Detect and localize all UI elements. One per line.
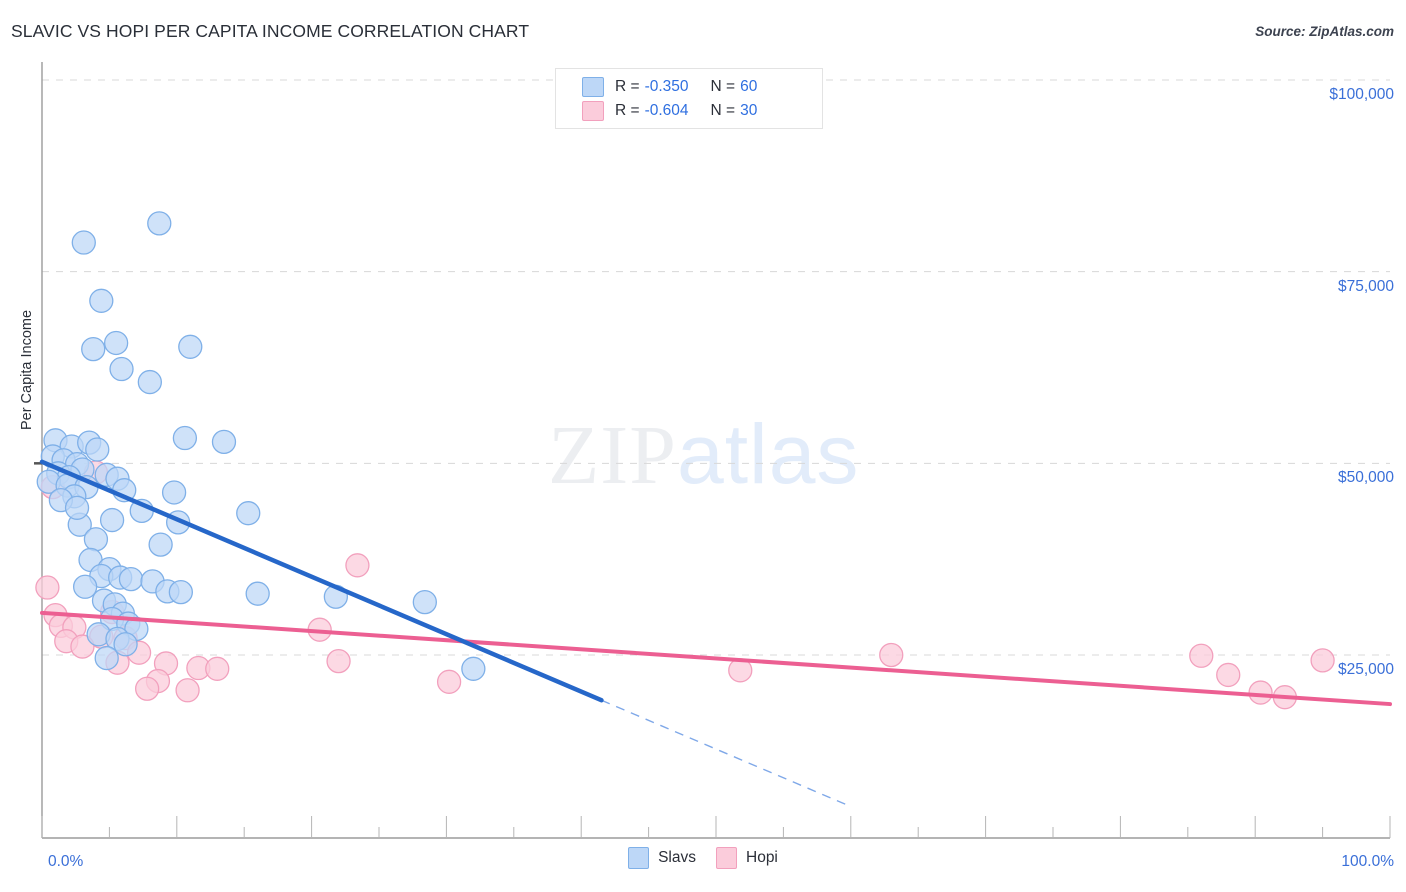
legend-r-value-slavs: -0.350 — [644, 78, 689, 95]
page-title: SLAVIC VS HOPI PER CAPITA INCOME CORRELA… — [11, 21, 530, 41]
data-point-slavs[interactable] — [103, 330, 129, 356]
legend-n-key-slavs: N = — [710, 78, 736, 95]
trend-line-slavs-extrapolated — [601, 699, 852, 808]
legend-n-value-slavs: 60 — [740, 78, 758, 95]
data-point-slavs[interactable] — [412, 589, 437, 615]
y-axis-tick-25000: $25,000 — [1337, 661, 1394, 678]
data-point-slavs[interactable] — [148, 532, 173, 557]
series-label-hopi: Hopi — [746, 849, 778, 866]
hopi-points — [35, 460, 1335, 710]
watermark-atlas: atlas — [677, 407, 860, 501]
data-point-slavs[interactable] — [236, 501, 261, 526]
data-point-slavs[interactable] — [85, 437, 110, 462]
series-swatch-slavs — [628, 847, 650, 869]
legend-r-key-slavs: R = — [615, 78, 640, 95]
legend-swatch-slavs — [582, 77, 604, 97]
x-axis-tick-min: 0.0% — [48, 853, 84, 870]
data-point-slavs[interactable] — [83, 527, 109, 552]
data-point-slavs[interactable] — [113, 632, 138, 657]
trend-line-hopi — [40, 610, 1392, 707]
watermark-zip: ZIP — [548, 409, 677, 502]
data-point-hopi[interactable] — [326, 648, 351, 674]
data-point-slavs[interactable] — [118, 566, 144, 592]
series-legend-item-slavs[interactable]: Slavs — [628, 847, 696, 869]
legend-row-slavs: R = -0.350 N = 60 — [582, 75, 822, 99]
legend-n-key-hopi: N = — [710, 102, 736, 119]
legend-row-hopi: R = -0.604 N = 30 — [582, 99, 822, 123]
y-axis-title: Per Capita Income — [19, 309, 35, 431]
data-point-slavs[interactable] — [161, 480, 187, 505]
data-point-hopi[interactable] — [175, 678, 200, 703]
data-point-slavs[interactable] — [178, 334, 203, 359]
data-point-slavs[interactable] — [109, 356, 134, 382]
y-axis-tick-75000: $75,000 — [1337, 278, 1394, 295]
data-point-hopi[interactable] — [1216, 662, 1241, 688]
legend-n-value-hopi: 30 — [740, 102, 758, 119]
series-label-slavs: Slavs — [658, 849, 696, 866]
data-point-slavs[interactable] — [71, 230, 96, 255]
data-point-slavs[interactable] — [168, 579, 193, 605]
data-point-slavs[interactable] — [211, 429, 237, 455]
data-point-hopi[interactable] — [1189, 643, 1214, 668]
data-point-slavs[interactable] — [99, 507, 125, 533]
trend-line-slavs — [39, 459, 604, 703]
slavs-points — [36, 211, 486, 681]
data-point-slavs[interactable] — [81, 336, 106, 362]
legend-swatch-hopi — [582, 101, 604, 121]
data-point-slavs[interactable] — [89, 288, 114, 313]
data-point-hopi[interactable] — [35, 575, 60, 600]
data-point-hopi[interactable] — [345, 553, 370, 578]
data-point-slavs[interactable] — [245, 581, 270, 606]
legend-r-key-hopi: R = — [615, 102, 640, 119]
data-point-hopi[interactable] — [879, 642, 904, 668]
source-attribution: Source: ZipAtlas.com — [1255, 24, 1394, 39]
data-point-hopi[interactable] — [1310, 648, 1335, 673]
watermark: ZIPatlas — [548, 406, 859, 504]
y-axis-tick-50000: $50,000 — [1337, 469, 1394, 486]
legend-r-value-hopi: -0.604 — [644, 102, 689, 119]
series-legend: Slavs Hopi — [0, 847, 1406, 869]
data-point-slavs[interactable] — [147, 211, 172, 236]
series-swatch-hopi — [716, 847, 737, 869]
data-point-hopi[interactable] — [436, 669, 462, 694]
data-point-hopi[interactable] — [70, 634, 95, 659]
x-axis-tick-max: 100.0% — [1341, 853, 1394, 870]
data-point-slavs[interactable] — [64, 495, 90, 520]
data-point-hopi[interactable] — [205, 656, 230, 681]
data-point-hopi[interactable] — [1248, 680, 1273, 705]
correlation-legend: R = -0.350 N = 60 R = -0.604 N = 30 — [555, 68, 823, 129]
data-point-slavs[interactable] — [94, 645, 119, 671]
data-point-slavs[interactable] — [461, 656, 486, 681]
data-point-slavs[interactable] — [72, 574, 98, 599]
data-point-hopi[interactable] — [134, 676, 160, 701]
y-axis-tick-100000: $100,000 — [1329, 86, 1394, 103]
data-point-slavs[interactable] — [172, 425, 198, 451]
data-point-slavs[interactable] — [137, 369, 162, 395]
series-legend-item-hopi[interactable]: Hopi — [716, 847, 778, 869]
